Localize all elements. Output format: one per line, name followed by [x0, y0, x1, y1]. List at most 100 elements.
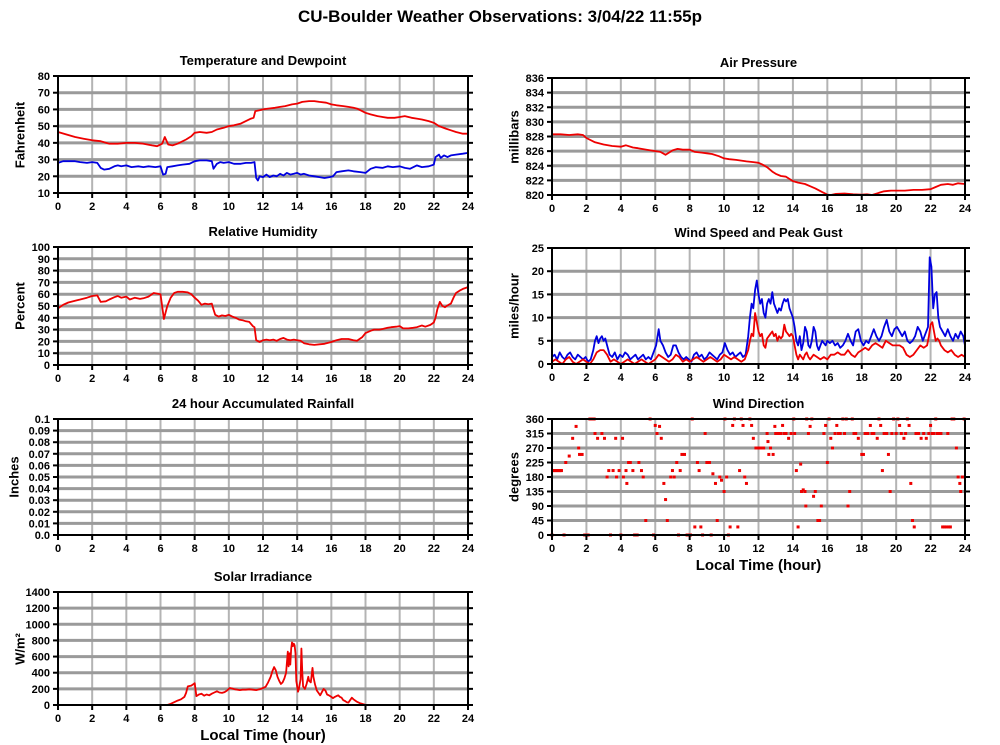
svg-text:60: 60 — [38, 289, 50, 301]
chart-title: Wind Speed and Peak Gust — [674, 225, 843, 240]
svg-text:10: 10 — [38, 188, 50, 200]
svg-text:4: 4 — [618, 203, 625, 215]
svg-text:2: 2 — [583, 203, 589, 215]
svg-text:40: 40 — [38, 138, 50, 150]
svg-text:8: 8 — [192, 201, 198, 213]
svg-text:4: 4 — [618, 372, 625, 384]
svg-text:18: 18 — [359, 373, 371, 385]
y-axis-label: miles/hour — [506, 273, 522, 339]
svg-text:30: 30 — [38, 325, 50, 337]
svg-text:70: 70 — [38, 88, 50, 100]
svg-text:6: 6 — [157, 713, 163, 725]
air-pressure-chart: Air Pressure millibars 820 822 824 826 828 83… — [507, 55, 972, 215]
svg-text:836: 836 — [526, 73, 544, 85]
svg-text:360: 360 — [526, 414, 544, 426]
svg-text:135: 135 — [526, 487, 544, 499]
svg-text:16: 16 — [325, 201, 337, 213]
svg-text:14: 14 — [291, 543, 304, 555]
svg-text:0: 0 — [55, 373, 61, 385]
chart-title: 24 hour Accumulated Rainfall — [171, 396, 355, 411]
svg-text:10: 10 — [223, 201, 235, 213]
svg-text:0.06: 0.06 — [29, 460, 50, 472]
svg-text:6: 6 — [157, 201, 163, 213]
svg-text:834: 834 — [526, 88, 545, 100]
svg-text:1200: 1200 — [26, 603, 50, 615]
rainfall-chart: 24 hour Accumulated Rainfall Inches 0.0 0… — [7, 396, 475, 555]
svg-text:8: 8 — [192, 373, 198, 385]
svg-text:12: 12 — [752, 203, 764, 215]
svg-text:90: 90 — [532, 501, 544, 513]
svg-text:0.02: 0.02 — [29, 507, 50, 519]
svg-text:826: 826 — [526, 146, 544, 158]
svg-text:0.0: 0.0 — [35, 530, 50, 542]
svg-text:30: 30 — [38, 155, 50, 167]
svg-text:6: 6 — [652, 543, 658, 555]
svg-text:824: 824 — [526, 161, 545, 173]
svg-text:6: 6 — [157, 543, 163, 555]
svg-text:6: 6 — [652, 203, 658, 215]
svg-text:20: 20 — [38, 171, 50, 183]
y-axis-label: Fahrenheit — [12, 101, 28, 168]
y-axis-label: millibars — [506, 109, 522, 164]
svg-text:4: 4 — [123, 713, 130, 725]
svg-text:16: 16 — [325, 543, 337, 555]
svg-text:100: 100 — [32, 242, 50, 254]
svg-text:24: 24 — [462, 373, 475, 385]
svg-text:10: 10 — [718, 543, 730, 555]
svg-text:24: 24 — [462, 713, 475, 725]
svg-text:0: 0 — [549, 203, 555, 215]
svg-text:0.09: 0.09 — [29, 426, 50, 438]
relative-humidity-chart: Relative Humidity Percent 0 10 20 30 40 50 60 7… — [13, 224, 475, 385]
svg-text:10: 10 — [223, 373, 235, 385]
svg-text:20: 20 — [890, 372, 902, 384]
temperature-dewpoint-chart: Temperature and Dewpoint Fahrenheit 10 20… — [13, 53, 475, 213]
svg-text:832: 832 — [526, 102, 544, 114]
wind-direction-chart: Wind Direction degrees 0 45 90 135 180 225 270… — [507, 396, 972, 574]
chart-title: Wind Direction — [712, 396, 805, 411]
svg-text:24: 24 — [959, 372, 972, 384]
svg-text:8: 8 — [192, 543, 198, 555]
chart-title: Solar Irradiance — [213, 569, 313, 584]
svg-text:90: 90 — [38, 254, 50, 266]
svg-text:0.04: 0.04 — [29, 484, 51, 496]
svg-text:8: 8 — [687, 203, 693, 215]
svg-text:40: 40 — [38, 313, 50, 325]
svg-text:10: 10 — [38, 348, 50, 360]
svg-text:4: 4 — [123, 543, 130, 555]
svg-text:70: 70 — [38, 277, 50, 289]
svg-text:5: 5 — [538, 336, 544, 348]
svg-text:1400: 1400 — [26, 587, 50, 599]
svg-text:8: 8 — [192, 713, 198, 725]
svg-text:20: 20 — [394, 201, 406, 213]
svg-text:25: 25 — [532, 243, 544, 255]
svg-text:18: 18 — [359, 201, 371, 213]
plot-area: 0.00.010.020.030.040.050.060.070.080.090… — [29, 414, 475, 555]
svg-text:12: 12 — [257, 201, 269, 213]
y-axis-label: degrees — [506, 452, 522, 502]
svg-text:10: 10 — [223, 713, 235, 725]
svg-text:12: 12 — [752, 543, 764, 555]
svg-text:0: 0 — [44, 360, 50, 372]
svg-text:16: 16 — [325, 373, 337, 385]
svg-text:12: 12 — [257, 373, 269, 385]
svg-text:180: 180 — [526, 472, 544, 484]
x-axis-label: Local Time (hour) — [695, 557, 822, 574]
svg-text:12: 12 — [257, 543, 269, 555]
svg-text:18: 18 — [856, 203, 868, 215]
svg-text:8: 8 — [687, 372, 693, 384]
svg-text:16: 16 — [821, 372, 833, 384]
svg-text:0: 0 — [55, 543, 61, 555]
y-axis-label: Inches — [6, 456, 22, 498]
svg-text:20: 20 — [394, 543, 406, 555]
svg-text:14: 14 — [291, 713, 304, 725]
svg-text:20: 20 — [38, 336, 50, 348]
svg-text:6: 6 — [652, 372, 658, 384]
svg-text:16: 16 — [821, 543, 833, 555]
svg-text:14: 14 — [787, 372, 800, 384]
solar-irradiance-chart: Solar Irradiance W/m² 0 200 400 600 800 1000 1… — [13, 569, 475, 744]
svg-text:0.03: 0.03 — [29, 495, 50, 507]
